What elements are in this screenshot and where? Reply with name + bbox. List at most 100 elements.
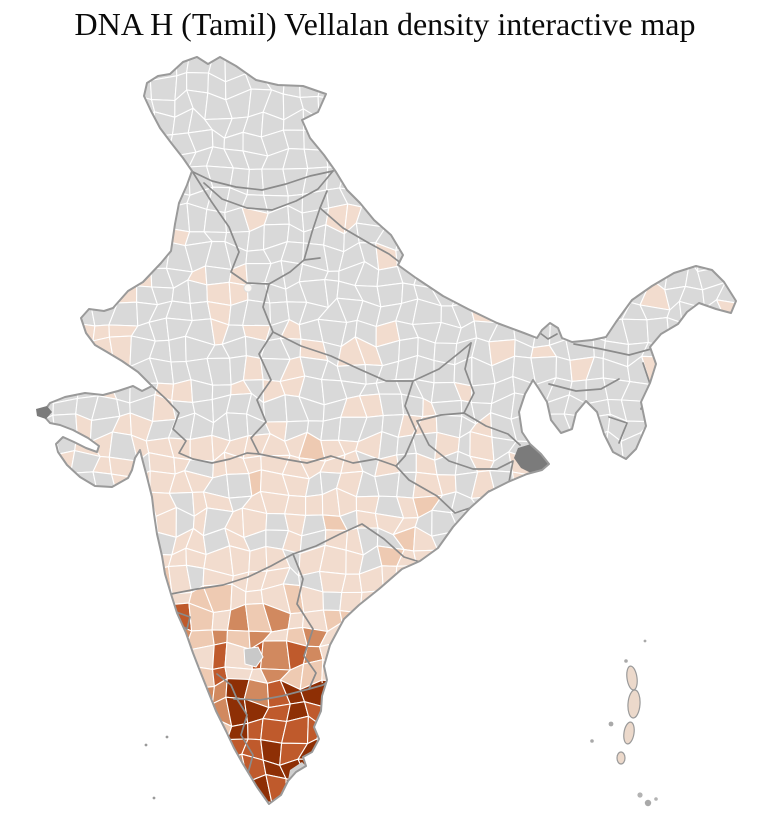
district[interactable] [342, 682, 361, 705]
district[interactable] [417, 207, 441, 230]
district[interactable] [393, 660, 417, 689]
district[interactable] [511, 266, 538, 287]
district[interactable] [530, 625, 552, 647]
district[interactable] [204, 756, 229, 777]
district[interactable] [394, 53, 419, 82]
district[interactable] [397, 75, 423, 100]
district[interactable] [716, 645, 738, 666]
district[interactable] [531, 413, 550, 442]
district[interactable] [55, 90, 78, 111]
district[interactable] [418, 55, 434, 80]
district[interactable] [150, 76, 176, 101]
district[interactable] [589, 36, 613, 60]
district[interactable] [550, 528, 566, 551]
district[interactable] [566, 511, 591, 535]
district[interactable] [740, 108, 762, 138]
district[interactable] [717, 318, 746, 347]
district[interactable] [116, 138, 128, 158]
district[interactable] [626, 223, 644, 247]
district[interactable] [109, 720, 137, 745]
district[interactable] [531, 564, 556, 595]
district[interactable] [472, 211, 490, 226]
district[interactable] [470, 244, 500, 268]
district[interactable] [609, 793, 624, 813]
district[interactable] [667, 584, 690, 612]
district[interactable] [705, 133, 726, 155]
district[interactable] [61, 623, 76, 648]
district[interactable] [318, 75, 346, 100]
district[interactable] [699, 229, 723, 251]
district[interactable] [701, 362, 723, 381]
district[interactable] [77, 564, 98, 588]
district[interactable] [591, 473, 610, 497]
district[interactable] [453, 586, 481, 614]
district[interactable] [736, 279, 765, 308]
district[interactable] [659, 381, 686, 396]
district[interactable] [264, 37, 289, 59]
district[interactable] [376, 147, 403, 174]
district[interactable] [545, 225, 569, 253]
district[interactable] [666, 208, 684, 231]
district[interactable] [419, 223, 442, 252]
district[interactable] [573, 36, 589, 60]
district[interactable] [548, 564, 570, 595]
district[interactable] [437, 681, 461, 705]
district[interactable] [454, 630, 475, 648]
district[interactable] [649, 584, 668, 614]
district[interactable] [476, 663, 493, 687]
district[interactable] [416, 566, 443, 588]
district[interactable] [643, 496, 668, 519]
district[interactable] [716, 168, 744, 190]
district[interactable] [604, 99, 625, 114]
district[interactable] [528, 225, 549, 253]
district[interactable] [396, 793, 414, 813]
district[interactable] [683, 698, 700, 723]
district[interactable] [395, 566, 417, 590]
district[interactable] [584, 531, 612, 552]
district[interactable] [642, 54, 670, 80]
district[interactable] [416, 586, 443, 611]
district[interactable] [740, 100, 764, 111]
district[interactable] [586, 301, 609, 321]
district[interactable] [57, 667, 79, 690]
district[interactable] [119, 246, 135, 271]
district[interactable] [41, 228, 63, 251]
district[interactable] [528, 495, 556, 519]
district[interactable] [39, 70, 62, 94]
district[interactable] [225, 667, 253, 680]
district[interactable] [378, 610, 397, 632]
district[interactable] [627, 569, 650, 591]
district[interactable] [490, 721, 518, 747]
district[interactable] [224, 799, 250, 813]
district[interactable] [56, 792, 77, 813]
district[interactable] [704, 664, 727, 689]
district[interactable] [738, 667, 759, 684]
district[interactable] [564, 666, 592, 682]
district[interactable] [648, 117, 670, 133]
district[interactable] [93, 359, 113, 381]
district[interactable] [396, 721, 421, 745]
district[interactable] [338, 89, 360, 116]
district[interactable] [701, 375, 726, 396]
district[interactable] [415, 663, 440, 688]
district[interactable] [22, 52, 39, 79]
district[interactable] [97, 184, 113, 211]
district[interactable] [474, 571, 499, 595]
district[interactable] [357, 757, 381, 779]
district[interactable] [156, 778, 174, 796]
district[interactable] [743, 512, 766, 532]
district[interactable] [402, 169, 420, 192]
district[interactable] [516, 53, 537, 82]
district[interactable] [510, 174, 534, 195]
district[interactable] [358, 774, 381, 801]
district[interactable] [432, 80, 456, 96]
district[interactable] [478, 131, 495, 151]
district[interactable] [718, 95, 743, 114]
district[interactable] [550, 548, 570, 571]
district[interactable] [415, 114, 435, 133]
district[interactable] [132, 169, 157, 195]
district[interactable] [565, 644, 592, 669]
district-regions[interactable] [14, 32, 766, 813]
district[interactable] [508, 32, 534, 54]
district[interactable] [356, 89, 383, 117]
